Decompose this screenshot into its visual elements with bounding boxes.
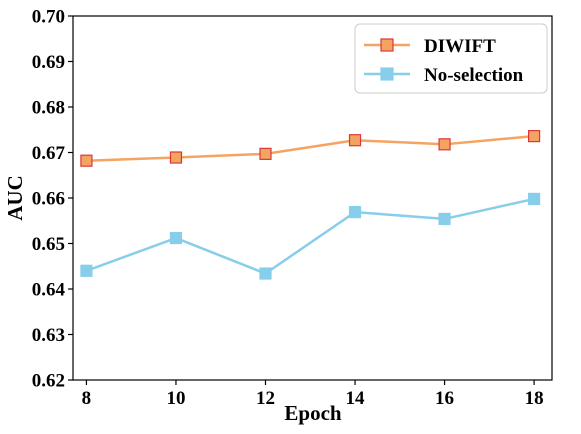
data-point-marker bbox=[169, 151, 183, 164]
x-tick-label: 16 bbox=[435, 388, 454, 409]
data-point-marker bbox=[527, 192, 541, 206]
data-point-marker bbox=[259, 267, 272, 280]
legend-marker bbox=[380, 38, 394, 52]
data-point-marker bbox=[527, 130, 541, 143]
y-tick-label: 0.70 bbox=[32, 7, 65, 28]
y-tick-label: 0.63 bbox=[32, 325, 65, 346]
x-tick-label: 8 bbox=[82, 388, 92, 409]
plot-layer bbox=[80, 130, 541, 280]
data-point-marker bbox=[438, 138, 451, 151]
series-line-2 bbox=[86, 197, 535, 275]
data-point-marker bbox=[348, 134, 362, 147]
data-point-marker bbox=[80, 264, 93, 277]
ticks-layer: 8 10 12 14 16 18 0.62 0.63 0.64 0.65 0.66 0.67 0.68 0… bbox=[32, 7, 544, 410]
y-tick-label: 0.65 bbox=[32, 234, 65, 255]
legend: DIWIFT No-selection bbox=[354, 23, 548, 94]
series-line-1 bbox=[86, 134, 535, 162]
x-tick-label: 12 bbox=[256, 388, 275, 409]
y-axis-label: AUC bbox=[3, 175, 27, 221]
data-point-marker bbox=[348, 206, 362, 219]
y-tick-label: 0.62 bbox=[32, 371, 65, 392]
data-point-marker bbox=[80, 154, 93, 167]
x-tick-label: 10 bbox=[166, 388, 185, 409]
legend-label: No-selection bbox=[424, 65, 524, 86]
data-point-marker bbox=[169, 231, 183, 245]
y-tick-label: 0.66 bbox=[32, 189, 65, 210]
legend-marker bbox=[380, 67, 394, 81]
legend-label: DIWIFT bbox=[424, 36, 496, 57]
y-tick-label: 0.67 bbox=[32, 143, 66, 164]
x-tick-label: 14 bbox=[346, 388, 366, 409]
x-axis-label: Epoch bbox=[284, 401, 342, 425]
y-tick-label: 0.64 bbox=[32, 280, 66, 301]
x-tick-label: 18 bbox=[525, 388, 544, 409]
y-tick-label: 0.68 bbox=[32, 98, 65, 119]
legend-box bbox=[354, 23, 548, 94]
data-point-marker bbox=[259, 147, 272, 160]
data-point-marker bbox=[438, 212, 451, 226]
y-tick-label: 0.69 bbox=[32, 52, 65, 73]
